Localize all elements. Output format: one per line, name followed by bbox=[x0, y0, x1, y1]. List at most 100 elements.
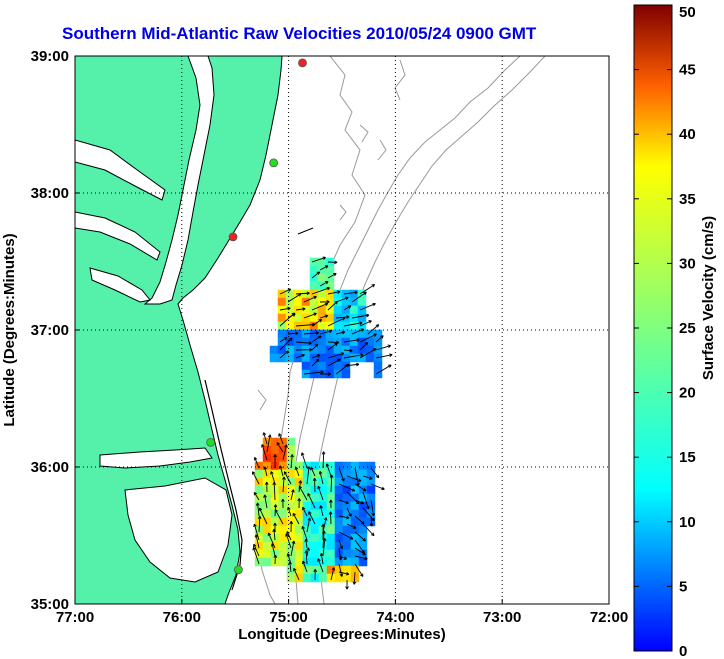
velocity-vector bbox=[297, 227, 314, 235]
velocity-cell bbox=[301, 297, 311, 307]
velocity-cell bbox=[326, 533, 336, 543]
velocity-vector bbox=[298, 485, 308, 501]
velocity-vector bbox=[370, 499, 376, 517]
velocity-cell bbox=[326, 573, 336, 583]
velocity-vector bbox=[343, 353, 364, 359]
velocity-vector bbox=[266, 434, 272, 453]
velocity-cell bbox=[350, 517, 360, 527]
albemarle-sound bbox=[99, 447, 213, 469]
velocity-cell bbox=[309, 361, 319, 371]
colorbar-tick-label: 35 bbox=[679, 191, 696, 208]
velocity-cell bbox=[357, 345, 367, 355]
velocity-vector bbox=[318, 471, 324, 485]
velocity-cell bbox=[293, 353, 303, 363]
velocity-vector bbox=[264, 481, 269, 493]
velocity-vector bbox=[276, 442, 284, 453]
velocity-vector bbox=[329, 499, 333, 509]
velocity-vector bbox=[338, 515, 350, 520]
velocity-vector bbox=[258, 507, 268, 525]
velocity-cell bbox=[325, 305, 335, 315]
velocity-vector bbox=[281, 498, 285, 509]
velocity-vector bbox=[279, 350, 289, 359]
velocity-cell bbox=[277, 353, 287, 363]
velocity-vector bbox=[327, 260, 338, 265]
velocity-cell bbox=[310, 493, 320, 503]
velocity-vector bbox=[306, 547, 310, 557]
velocity-cell bbox=[342, 533, 352, 543]
velocity-vector bbox=[354, 499, 364, 505]
velocity-cell bbox=[254, 469, 264, 479]
velocity-vector bbox=[253, 523, 260, 541]
velocity-vector bbox=[317, 558, 324, 573]
velocity-cell bbox=[301, 313, 311, 323]
velocity-vector bbox=[253, 457, 260, 469]
velocity-vector bbox=[319, 329, 333, 335]
velocity-vector bbox=[359, 320, 372, 327]
velocity-vector bbox=[310, 466, 316, 477]
velocity-vector bbox=[270, 543, 276, 557]
velocity-cell bbox=[366, 485, 376, 495]
velocity-vector bbox=[319, 553, 324, 565]
velocity-cell bbox=[365, 353, 375, 363]
velocity-cell bbox=[333, 321, 343, 331]
velocity-vector bbox=[295, 347, 313, 352]
velocity-vector bbox=[289, 521, 294, 533]
velocity-vector bbox=[293, 567, 300, 581]
velocity-cell bbox=[333, 329, 343, 339]
velocity-vector bbox=[325, 463, 332, 477]
velocity-vector bbox=[354, 531, 366, 542]
velocity-vector bbox=[303, 331, 320, 335]
velocity-vector bbox=[367, 324, 380, 335]
velocity-vector bbox=[343, 321, 363, 327]
velocity-vector bbox=[311, 256, 326, 263]
velocity-cell bbox=[302, 485, 312, 495]
velocity-cell bbox=[334, 517, 344, 527]
velocity-cell bbox=[317, 361, 327, 371]
velocity-vector bbox=[338, 571, 350, 576]
velocity-cell bbox=[270, 477, 280, 487]
velocity-vector bbox=[319, 314, 329, 319]
velocity-cell bbox=[270, 541, 280, 551]
velocity-cell bbox=[301, 361, 311, 371]
chesapeake-bay bbox=[143, 56, 215, 305]
velocity-vector bbox=[362, 507, 375, 522]
velocity-vector bbox=[319, 505, 324, 517]
colorbar-tick-label: 50 bbox=[679, 4, 696, 21]
velocity-vector bbox=[345, 579, 349, 590]
velocity-vector bbox=[311, 302, 329, 311]
velocity-vector bbox=[338, 483, 356, 492]
velocity-vector bbox=[311, 358, 320, 367]
velocity-cell bbox=[254, 557, 264, 567]
velocity-vector bbox=[354, 555, 368, 561]
velocity-vector bbox=[354, 563, 364, 577]
velocity-vector bbox=[362, 523, 375, 537]
velocity-vector bbox=[338, 547, 343, 561]
y-tick-label: 37:00 bbox=[31, 322, 69, 339]
velocity-cell bbox=[366, 461, 376, 471]
velocity-vector bbox=[327, 290, 341, 295]
velocity-vector bbox=[327, 352, 345, 359]
velocity-vector bbox=[302, 506, 308, 517]
chart-title: Southern Mid-Atlantic Raw Velocities 201… bbox=[62, 24, 537, 43]
velocity-cell bbox=[278, 525, 288, 535]
velocity-vector bbox=[257, 515, 262, 533]
velocity-cell bbox=[269, 353, 279, 363]
x-tick-label: 77:00 bbox=[56, 609, 94, 626]
velocity-cell bbox=[349, 305, 359, 315]
river-inlet bbox=[75, 139, 166, 201]
colorbar-tick-label: 10 bbox=[679, 514, 696, 531]
velocity-vector bbox=[292, 512, 300, 525]
velocity-vector bbox=[303, 295, 317, 303]
velocity-vector bbox=[327, 273, 337, 279]
velocity-cell bbox=[294, 541, 304, 551]
colorbar-tick-label: 5 bbox=[679, 578, 687, 595]
velocity-vector bbox=[290, 540, 296, 557]
velocity-cell bbox=[350, 469, 360, 479]
velocity-vector bbox=[338, 563, 344, 577]
velocity-cell bbox=[309, 281, 319, 291]
velocity-vector bbox=[362, 491, 370, 510]
velocity-vectors bbox=[252, 256, 393, 590]
velocity-cell bbox=[285, 305, 295, 315]
velocity-cell bbox=[310, 525, 320, 535]
velocity-cell bbox=[277, 345, 287, 355]
